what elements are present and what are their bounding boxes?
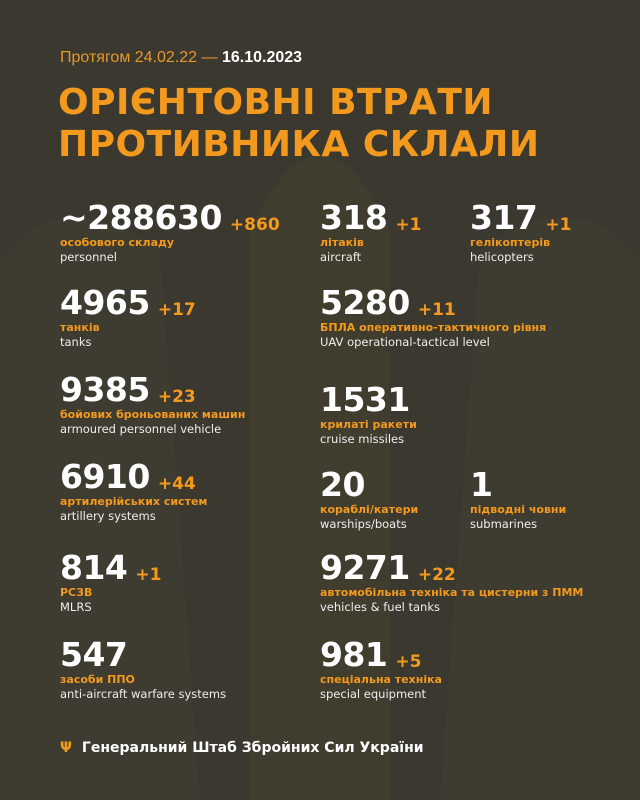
stat-value: 1531 xyxy=(320,380,410,419)
stat-value: 981 xyxy=(320,635,388,674)
stat-value: 317 xyxy=(470,198,538,237)
stat-artillery: 6910 +44 артилерійських систем artillery sy… xyxy=(60,459,207,524)
stat-delta: +11 xyxy=(417,299,456,320)
stat-value: 5280 xyxy=(320,283,410,322)
stat-label-en: UAV operational-tactical level xyxy=(320,335,490,349)
stat-label-ua: БПЛА оперативно-тактичного рівня xyxy=(320,321,547,334)
stat-delta: +23 xyxy=(157,386,196,407)
stat-special: 981 +5 спеціальна техніка special equipment xyxy=(320,637,442,702)
stat-label-ua: літаків xyxy=(320,236,364,249)
stat-label-en: helicopters xyxy=(470,250,534,264)
trident-icon: Ψ xyxy=(60,740,72,756)
stat-personnel: ~288630 +860 особового складу personnel xyxy=(60,200,280,265)
stat-label-en: MLRS xyxy=(60,600,92,614)
stat-label-en: aircraft xyxy=(320,250,362,264)
stat-value: ~288630 xyxy=(60,198,222,237)
stat-delta: +5 xyxy=(395,651,422,672)
stat-warshipsboats: 20 кораблі/катери warships/boats xyxy=(320,467,418,532)
stat-value: 9271 xyxy=(320,548,410,587)
stat-armoured: 9385 +23 бойових броньованих машин armoured… xyxy=(60,372,245,437)
stat-label-ua: танків xyxy=(60,321,100,334)
stat-cruise: 1531 крилаті ракети cruise missiles xyxy=(320,382,417,447)
stat-value: 814 xyxy=(60,548,128,587)
stat-tanks: 4965 +17 танків tanks xyxy=(60,285,196,350)
stat-label-en: submarines xyxy=(470,517,538,531)
stat-label-ua: особового складу xyxy=(60,236,175,249)
stat-label-ua: гелікоптерів xyxy=(470,236,551,249)
stat-delta: +1 xyxy=(135,564,162,585)
stat-label-ua: підводні човни xyxy=(470,503,567,516)
stat-mlrs: 814 +1 РСЗВ MLRS xyxy=(60,550,161,615)
stat-value: 6910 xyxy=(60,457,150,496)
stat-label-ua: спеціальна техніка xyxy=(320,673,442,686)
stat-label-ua: артилерійських систем xyxy=(60,495,208,508)
stat-label-en: vehicles & fuel tanks xyxy=(320,600,440,614)
stat-label-en: anti-aircraft warfare systems xyxy=(60,687,227,701)
stat-label-ua: автомобільна техніка та цистерни з ПММ xyxy=(320,586,584,599)
stat-label-en: armoured personnel vehicle xyxy=(60,422,222,436)
footer: Ψ Генеральний Штаб Збройних Сил України xyxy=(60,740,424,756)
stat-uav: 5280 +11 БПЛА оперативно-тактичного рівня U… xyxy=(320,285,546,350)
stat-label-en: personnel xyxy=(60,250,117,264)
stat-label-ua: бойових броньованих машин xyxy=(60,408,246,421)
stat-label-ua: крилаті ракети xyxy=(320,418,417,431)
stat-delta: +1 xyxy=(545,214,572,235)
stat-label-en: artillery systems xyxy=(60,509,156,523)
stat-value: 318 xyxy=(320,198,388,237)
stat-helicopters: 317 +1 гелікоптерів helicopters xyxy=(470,200,571,265)
stat-vehicles: 9271 +22 автомобільна техніка та цистерни … xyxy=(320,550,583,615)
stat-label-en: cruise missiles xyxy=(320,432,405,446)
stat-delta: +44 xyxy=(157,473,196,494)
stat-label-ua: РСЗВ xyxy=(60,586,93,599)
stat-value: 9385 xyxy=(60,370,150,409)
stat-value: 20 xyxy=(320,465,365,504)
stat-label-ua: кораблі/катери xyxy=(320,503,419,516)
stat-label-en: warships/boats xyxy=(320,517,407,531)
stat-antiaircraft: 547 засоби ППО anti-aircraft warfare syste… xyxy=(60,637,226,702)
stat-value: 547 xyxy=(60,635,128,674)
stat-submarines: 1 підводні човни submarines xyxy=(470,467,566,532)
stat-delta: +17 xyxy=(157,299,196,320)
page-title: ОРІЄНТОВНІ ВТРАТИ ПРОТИВНИКА СКЛАЛИ xyxy=(58,82,540,165)
stat-delta: +22 xyxy=(417,564,456,585)
stat-delta: +1 xyxy=(395,214,422,235)
period: Протягом 24.02.22 — 16.10.2023 xyxy=(60,49,303,66)
stat-value: 4965 xyxy=(60,283,150,322)
stat-aircraft: 318 +1 літаків aircraft xyxy=(320,200,421,265)
stat-label-en: tanks xyxy=(60,335,92,349)
stat-value: 1 xyxy=(470,465,493,504)
stat-delta: +860 xyxy=(229,214,280,235)
stat-label-ua: засоби ППО xyxy=(60,673,135,686)
stat-label-en: special equipment xyxy=(320,687,427,701)
